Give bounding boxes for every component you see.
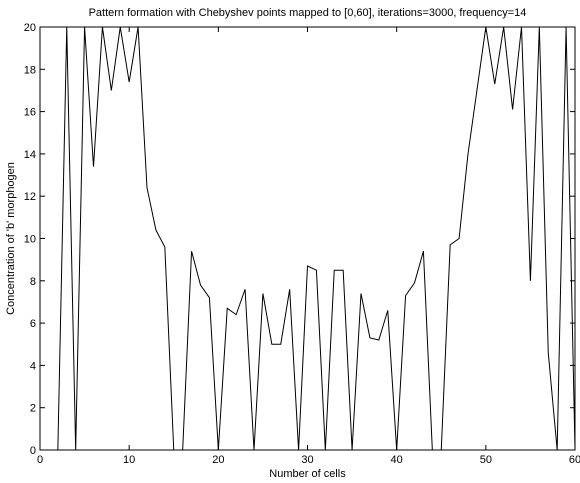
x-tick-label: 50: [480, 454, 492, 466]
plot-area: [39, 26, 576, 451]
x-tick-label: 0: [37, 454, 43, 466]
y-tick-label: 4: [30, 360, 36, 372]
series-line: [40, 26, 576, 451]
y-tick-label: 18: [24, 64, 36, 76]
y-tick-label: 10: [24, 234, 36, 246]
y-tick-label: 6: [30, 318, 36, 330]
chart-title: Pattern formation with Chebyshev points …: [89, 7, 527, 19]
y-tick-label: 20: [24, 22, 36, 34]
y-tick-label: 12: [24, 191, 36, 203]
y-tick-label: 2: [30, 403, 36, 415]
x-tick-label: 40: [391, 454, 403, 466]
y-tick-label: 14: [24, 149, 36, 161]
axis-tick-labels: 0 10 20 30 40 50 60 0 2 4 6 8 10 12 14 16 18 20: [24, 22, 580, 466]
x-tick-label: 60: [569, 454, 580, 466]
x-tick-label: 20: [212, 454, 224, 466]
y-tick-label: 16: [24, 107, 36, 119]
y-tick-label: 8: [30, 276, 36, 288]
y-tick-label: 0: [30, 445, 36, 457]
x-axis-label: Number of cells: [269, 468, 346, 480]
x-tick-label: 30: [301, 454, 313, 466]
y-axis-label: Concentration of 'b' morphogen: [5, 162, 17, 315]
x-tick-label: 10: [123, 454, 135, 466]
